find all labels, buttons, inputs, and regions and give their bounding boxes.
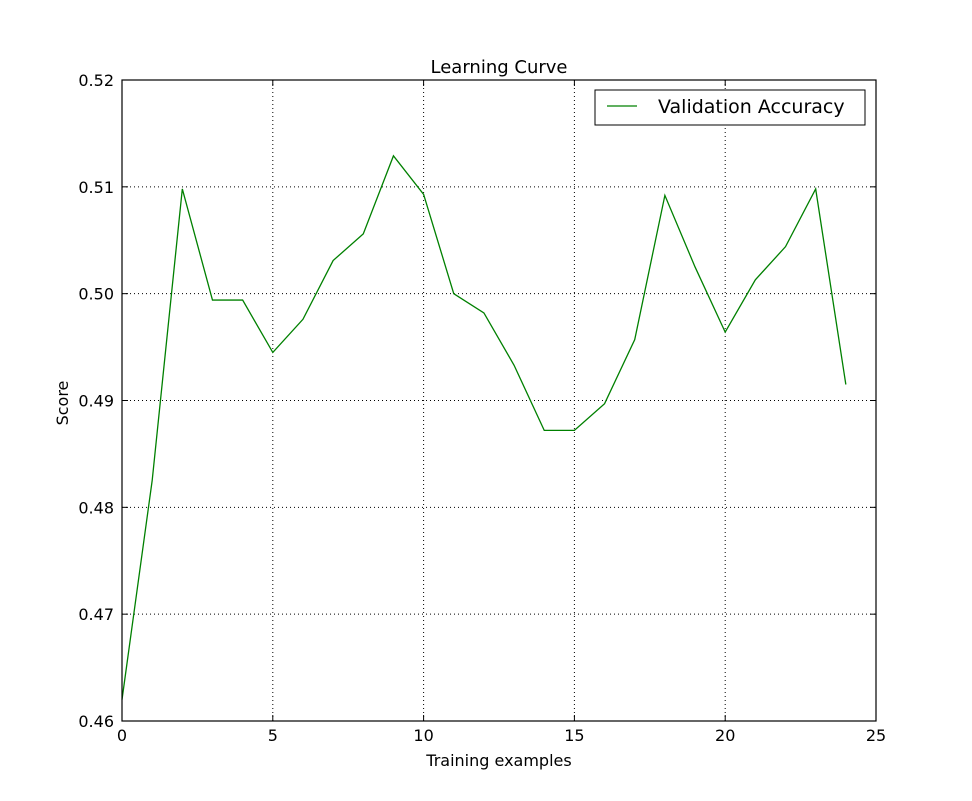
series-layer [121,154,847,700]
x-tick-label: 15 [564,726,584,745]
x-axis-label: Training examples [425,751,571,770]
x-tick-label: 25 [866,726,886,745]
y-tick-label: 0.49 [78,392,114,411]
y-tick-label: 0.51 [78,178,114,197]
y-tick-label: 0.46 [78,712,114,731]
chart-title: Learning Curve [431,57,568,78]
grid-lines [122,80,876,721]
y-tick-label: 0.48 [78,498,114,517]
tick-labels: 0 5 10 15 20 25 0.46 0.47 0.48 0.49 0.50 0.51 0.52 [78,71,886,745]
x-tick-label: 10 [413,726,433,745]
series-line-validation-accuracy [121,154,847,700]
y-tick-label: 0.52 [78,71,114,90]
legend-box [594,89,866,126]
legend: Validation Accuracy [594,89,866,126]
x-tick-label: 0 [117,726,127,745]
x-tick-label: 5 [268,726,278,745]
x-tick-label: 20 [715,726,735,745]
y-tick-label: 0.50 [78,285,114,304]
plot-frame [121,79,877,722]
y-tick-label: 0.47 [78,605,114,624]
legend-label: Validation Accuracy [658,96,845,118]
y-axis-label: Score [53,381,72,426]
